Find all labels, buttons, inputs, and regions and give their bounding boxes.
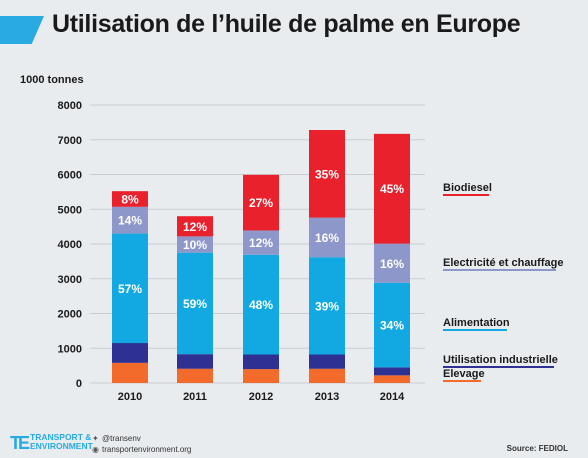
bar-segment <box>309 368 345 383</box>
bar-segment <box>374 243 410 283</box>
bar-segment <box>112 343 148 363</box>
bar-segment <box>309 217 345 258</box>
bar-segment <box>177 368 213 383</box>
bar-segment <box>374 367 410 376</box>
y-tick-label: 8000 <box>58 100 82 112</box>
source-note: Source: FEDIOL <box>506 444 568 453</box>
bar-data-label: 34% <box>380 319 404 333</box>
legend-label-industrielle: Utilisation industrielle <box>443 354 558 366</box>
bar-data-label: 48% <box>249 298 273 312</box>
legend-line-elevage <box>443 380 481 382</box>
bar-segment <box>243 354 279 370</box>
y-tick-label: 6000 <box>58 170 82 182</box>
legend-line-alimentation <box>443 329 507 331</box>
y-tick-label: 4000 <box>58 239 82 251</box>
bar-segment <box>177 216 213 237</box>
bar-data-label: 16% <box>380 257 404 271</box>
legend-label-electricite: Electricité et chauffage <box>443 257 564 269</box>
website-link: transportenvironment.org <box>102 445 192 454</box>
bar-data-label: 8% <box>121 192 139 206</box>
bar-segment <box>112 191 148 207</box>
x-tick-label: 2012 <box>249 391 273 403</box>
bar-segment <box>177 236 213 253</box>
x-tick-label: 2013 <box>315 391 339 403</box>
social-links: ✦ @transenv ◉ transportenvironment.org <box>92 433 191 455</box>
legend-line-electricite <box>443 269 556 271</box>
bar-segment <box>243 174 279 231</box>
legend-line-industrielle <box>443 366 554 368</box>
logo-text-line1: TRANSPORT & <box>30 432 92 442</box>
bar-data-label: 27% <box>249 196 273 210</box>
twitter-handle: @transenv <box>102 434 141 443</box>
x-tick-label: 2011 <box>183 391 207 403</box>
bar-segment <box>112 233 148 344</box>
header: Utilisation de l’huile de palme en Europ… <box>0 0 588 58</box>
bar-data-label: 14% <box>118 214 142 228</box>
bar-data-label: 45% <box>380 182 404 196</box>
legend-label-biodiesel: Biodiesel <box>443 182 492 194</box>
y-tick-label: 7000 <box>58 135 82 147</box>
bar-segment <box>243 254 279 355</box>
bar-segment <box>243 230 279 255</box>
bar-segment <box>309 130 345 218</box>
bar-data-label: 59% <box>183 297 207 311</box>
bar-segment <box>309 354 345 369</box>
legend-line-biodiesel <box>443 194 489 196</box>
bar-data-label: 10% <box>183 238 207 252</box>
bar-data-label: 12% <box>249 236 273 250</box>
logo-text-line2: ENVIRONMENT <box>30 441 93 451</box>
bar-segment <box>374 133 410 244</box>
bar-data-label: 35% <box>315 167 339 181</box>
y-tick-label: 5000 <box>58 204 82 216</box>
globe-icon: ◉ <box>92 445 99 454</box>
bar-data-label: 16% <box>315 231 339 245</box>
bar-data-label: 12% <box>183 220 207 234</box>
bar-segment <box>374 375 410 383</box>
bar-segment <box>112 206 148 234</box>
logo-mark-icon: TE <box>10 433 30 453</box>
y-tick-label: 0 <box>76 378 82 390</box>
bar-segment <box>309 257 345 355</box>
legend-label-alimentation: Alimentation <box>443 317 510 329</box>
y-tick-label: 2000 <box>58 309 82 321</box>
bar-data-label: 57% <box>118 282 142 296</box>
page-title: Utilisation de l’huile de palme en Europ… <box>52 10 521 38</box>
y-tick-label: 1000 <box>58 343 82 355</box>
bar-segment <box>374 282 410 368</box>
y-axis-unit-label: 1000 tonnes <box>20 74 84 86</box>
y-tick-label: 3000 <box>58 274 82 286</box>
bar-segment <box>177 252 213 355</box>
bar-data-label: 39% <box>315 299 339 313</box>
x-tick-label: 2014 <box>380 391 405 403</box>
twitter-bird-icon: ✦ <box>92 434 99 443</box>
bar-segment <box>243 369 279 383</box>
bar-segment <box>177 354 213 369</box>
legend-label-elevage: Elevage <box>443 368 485 380</box>
x-tick-label: 2010 <box>118 391 142 403</box>
bar-segment <box>112 362 148 383</box>
